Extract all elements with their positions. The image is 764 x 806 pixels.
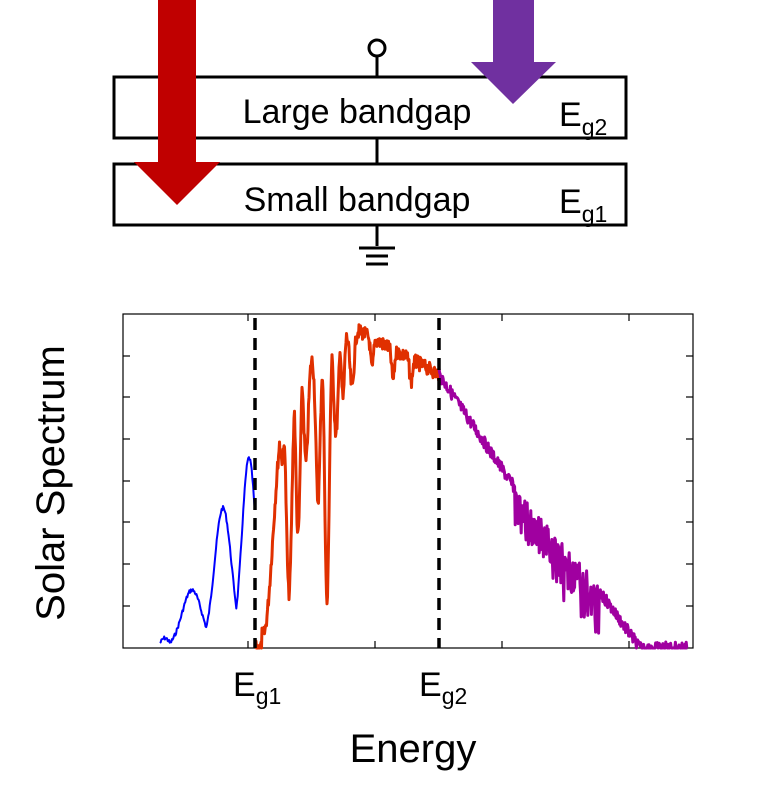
large-bandgap-cell (112, 75, 628, 140)
ground-icon (359, 246, 395, 266)
eg1-axis-label: Eg1 (233, 666, 281, 709)
large-bandgap-label: Large bandgap (243, 93, 472, 131)
spectrum-series-above-eg2 (437, 368, 689, 650)
x-axis-label: Energy (350, 727, 477, 771)
eg2-axis-label: Eg2 (419, 666, 467, 709)
top-terminal (367, 38, 387, 58)
spectrum-series-below-eg1 (159, 456, 256, 644)
solar-spectrum-chart: Eg1 Eg2 Energy Solar Spectrum (29, 313, 694, 771)
spectrum-series-between (253, 323, 441, 650)
eg2-cell-label: Eg2 (559, 96, 607, 140)
red-light-arrow (134, 0, 220, 205)
purple-light-arrow (471, 0, 556, 104)
y-axis-label: Solar Spectrum (29, 345, 73, 621)
eg1-cell-label: Eg1 (559, 183, 607, 227)
small-bandgap-label: Small bandgap (244, 181, 471, 219)
tandem-cell-diagram: Large bandgap Eg2 Small bandgap Eg1 (112, 0, 628, 266)
axis-ticks (123, 314, 693, 648)
